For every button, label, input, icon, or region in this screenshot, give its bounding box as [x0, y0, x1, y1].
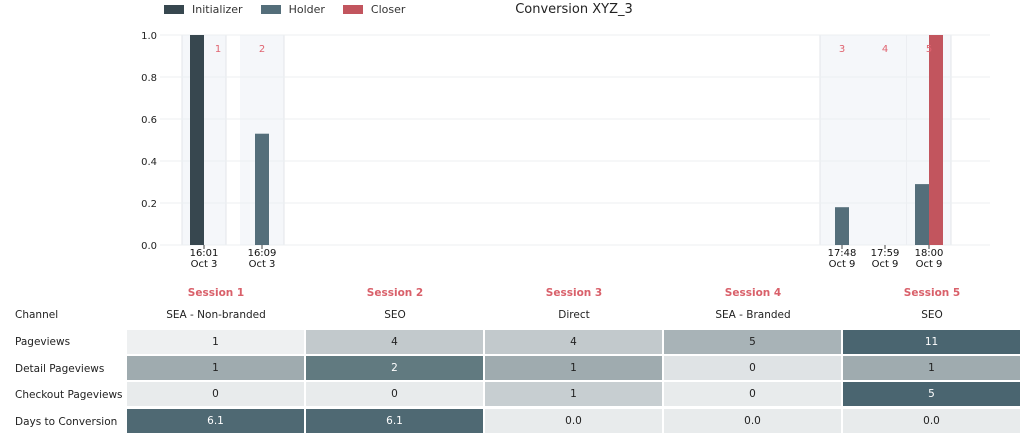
cell-checkout-pageviews-1: 0 [127, 382, 304, 406]
session-header-4: Session 4 [724, 287, 782, 299]
row-label-channel: Channel [15, 309, 59, 321]
session-number-5: 5 [926, 44, 932, 55]
session-number-1: 1 [215, 44, 221, 55]
bar-session-3-holder [835, 207, 849, 245]
cell-checkout-pageviews-2: 0 [306, 382, 483, 406]
cell-detail-pageviews-3: 1 [485, 356, 662, 380]
x-tick-date-5: Oct 9 [916, 259, 943, 270]
legend-label-initializer: Initializer [192, 3, 243, 16]
row-label-checkout-pageviews: Checkout Pageviews [15, 389, 123, 401]
y-tick-label-0.6: 0.6 [141, 115, 157, 126]
channel-cell-3: Direct [558, 309, 590, 321]
x-tick-date-2: Oct 3 [249, 259, 276, 270]
session-header-1: Session 1 [187, 287, 245, 299]
x-tick-date-1: Oct 3 [191, 259, 218, 270]
legend-swatch-holder [260, 5, 281, 14]
chart-title: Conversion XYZ_3 [515, 2, 633, 17]
session-header-3: Session 3 [545, 287, 603, 299]
chart-legend: Initializer Holder Closer [164, 3, 405, 16]
cell-days-to-conversion-2: 6.1 [306, 409, 483, 433]
legend-item-initializer: Initializer [164, 3, 243, 16]
cell-checkout-pageviews-5: 5 [843, 382, 1020, 406]
legend-swatch-closer [342, 5, 363, 14]
cell-detail-pageviews-1: 1 [127, 356, 304, 380]
x-tick-date-3: Oct 9 [829, 259, 856, 270]
x-tick-time-4: 17:59 [871, 248, 900, 259]
session-number-4: 4 [882, 44, 888, 55]
bar-session-5-closer [929, 35, 943, 245]
cell-checkout-pageviews-4: 0 [664, 382, 841, 406]
y-tick-label-0.8: 0.8 [141, 73, 157, 84]
cell-pageviews-3: 4 [485, 330, 662, 354]
x-tick-time-5: 18:00 [915, 248, 944, 259]
channel-cell-5: SEO [921, 309, 943, 321]
row-label-detail-pageviews: Detail Pageviews [15, 363, 105, 375]
legend-swatch-initializer [164, 5, 184, 14]
bar-session-1-initializer [190, 35, 204, 245]
session-number-2: 2 [259, 44, 265, 55]
y-tick-label-0.4: 0.4 [141, 157, 157, 168]
cell-days-to-conversion-5: 0.0 [843, 409, 1020, 433]
cell-detail-pageviews-2: 2 [306, 356, 483, 380]
cell-days-to-conversion-4: 0.0 [664, 409, 841, 433]
y-tick-label-0.2: 0.2 [141, 199, 157, 210]
cell-pageviews-4: 5 [664, 330, 841, 354]
channel-cell-4: SEA - Branded [715, 309, 791, 321]
legend-label-holder: Holder [288, 3, 325, 16]
channel-cell-1: SEA - Non-branded [166, 309, 266, 321]
y-tick-label-1.0: 1.0 [141, 31, 157, 42]
cell-pageviews-2: 4 [306, 330, 483, 354]
cell-checkout-pageviews-3: 1 [485, 382, 662, 406]
cell-pageviews-1: 1 [127, 330, 304, 354]
legend-item-holder: Holder [260, 3, 325, 16]
session-header-5: Session 5 [903, 287, 961, 299]
x-tick-time-3: 17:48 [828, 248, 857, 259]
session-number-3: 3 [839, 44, 845, 55]
cell-detail-pageviews-5: 1 [843, 356, 1020, 380]
legend-item-closer: Closer [342, 3, 406, 16]
cell-pageviews-5: 11 [843, 330, 1020, 354]
cell-days-to-conversion-1: 6.1 [127, 409, 304, 433]
session-band-4 [863, 35, 907, 245]
x-tick-date-4: Oct 9 [872, 259, 899, 270]
row-label-days-to-conversion: Days to Conversion [15, 416, 118, 428]
channel-cell-2: SEO [384, 309, 406, 321]
bar-session-5-holder [915, 184, 929, 245]
x-tick-time-1: 16:01 [190, 248, 219, 259]
legend-label-closer: Closer [370, 3, 406, 16]
bar-session-2-holder [255, 133, 269, 245]
session-header-2: Session 2 [366, 287, 424, 299]
x-tick-time-2: 16:09 [248, 248, 277, 259]
y-tick-label-0.0: 0.0 [141, 241, 157, 252]
cell-detail-pageviews-4: 0 [664, 356, 841, 380]
cell-days-to-conversion-3: 0.0 [485, 409, 662, 433]
row-label-pageviews: Pageviews [15, 336, 71, 348]
